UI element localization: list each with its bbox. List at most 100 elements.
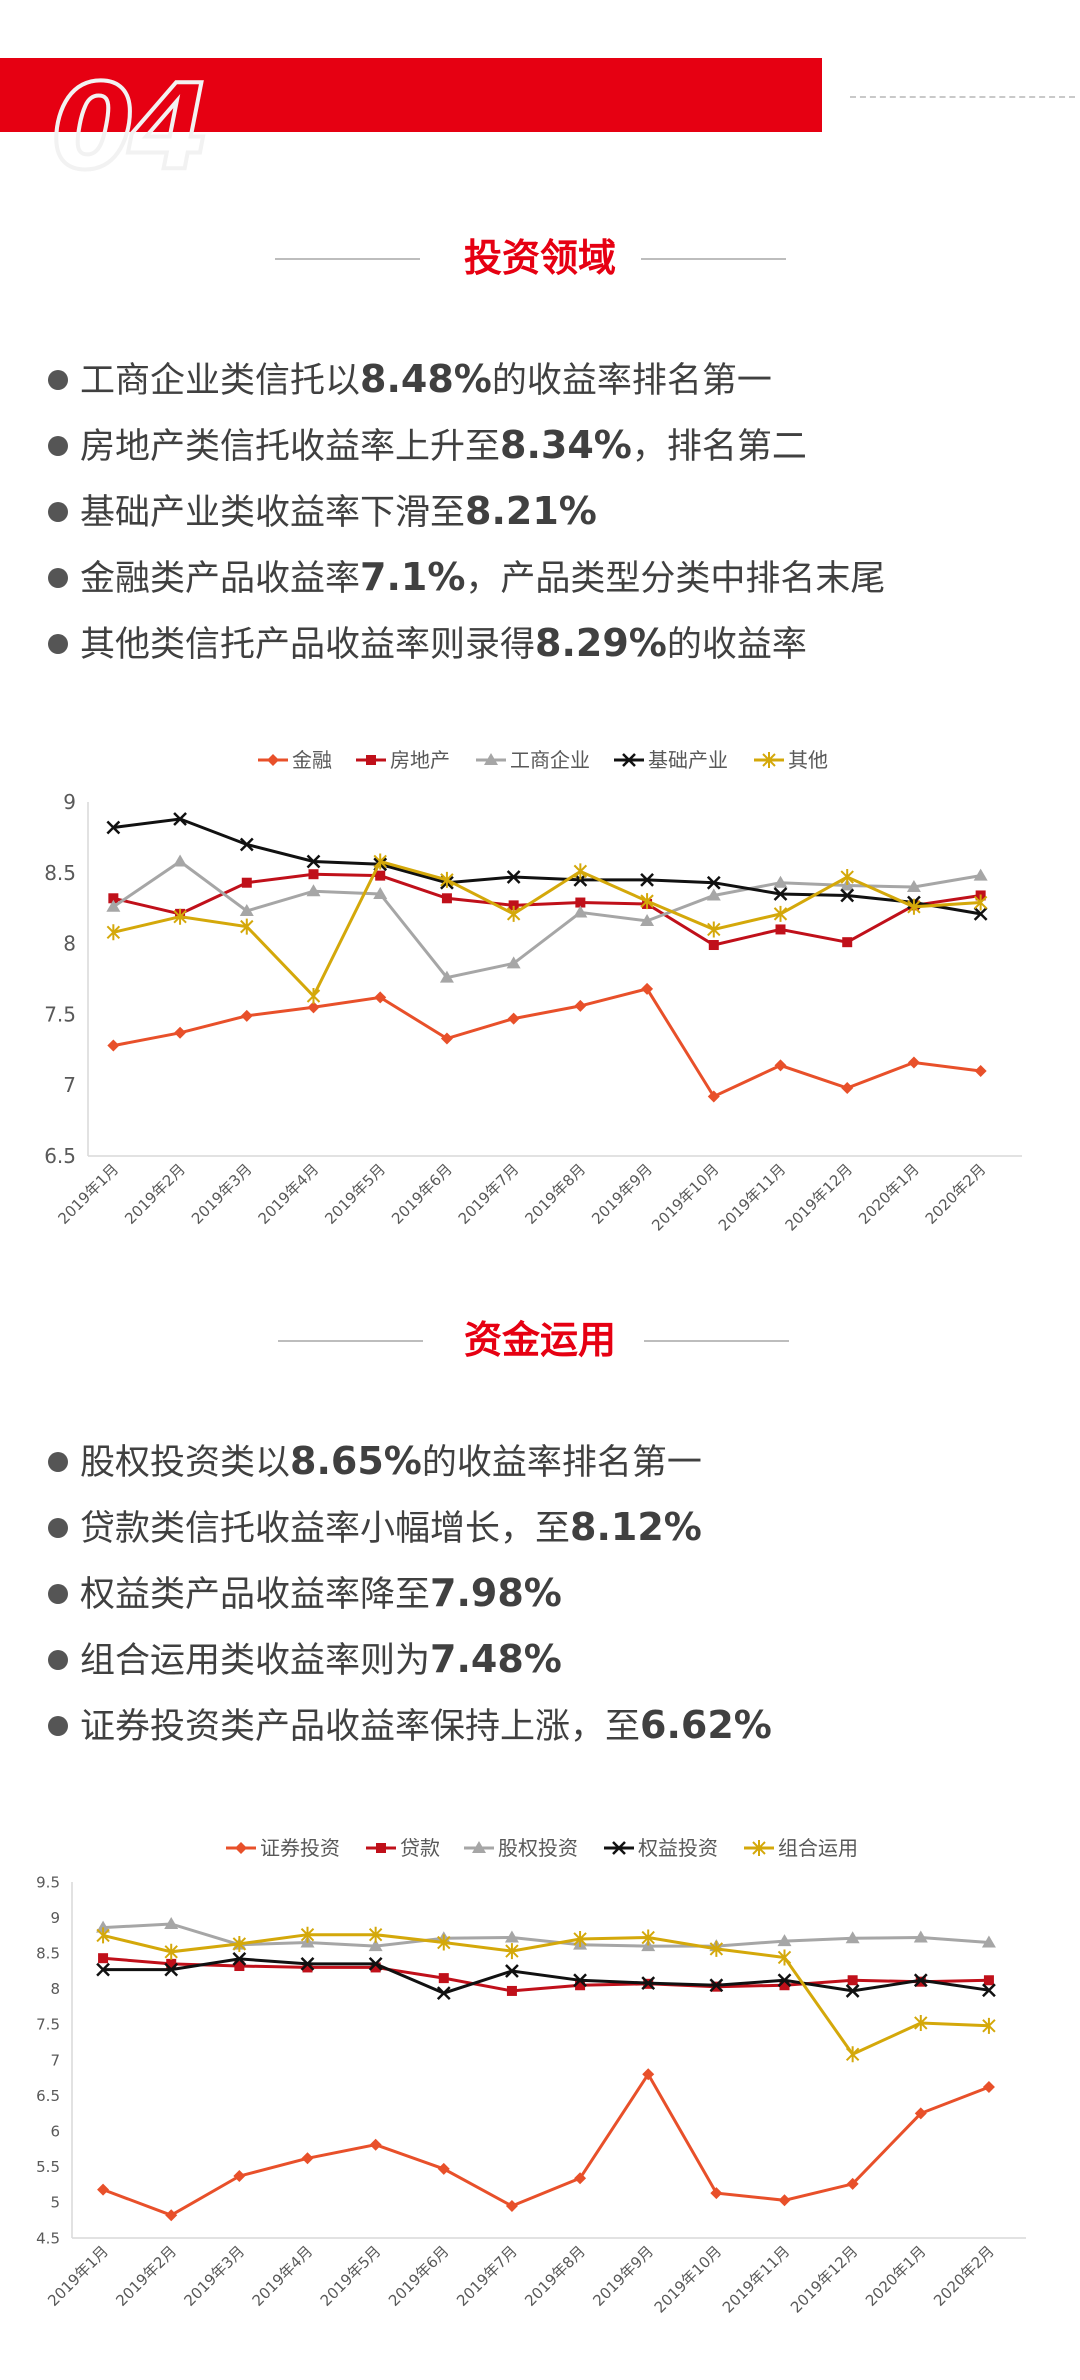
y-tick-label: 6.5: [44, 1144, 76, 1168]
data-point-marker: [438, 1973, 449, 1984]
x-tick-label: 2019年9月: [588, 1160, 656, 1228]
x-tick-label: 2019年10月: [648, 1160, 722, 1234]
chart-legend: 金融 房地产 工商企业 基础产业 其他: [258, 748, 828, 772]
heading-rule-left: [275, 258, 420, 260]
data-point-marker: [97, 2183, 110, 2196]
data-point-marker: [308, 869, 319, 880]
series-5: [106, 853, 988, 1004]
y-axis-ticks: 4.5 5 5.5 6 6.5 7 7.5 8 8.5 9 9.5: [36, 1873, 60, 2247]
bullet-text: 工商企业类信托以: [80, 361, 361, 401]
data-point-marker: [106, 924, 121, 941]
legend-item: 房地产: [356, 748, 450, 772]
bullet-highlight-value: 7.98%: [430, 1571, 562, 1615]
data-point-marker: [840, 888, 855, 903]
bullet-item: 股权投资类以8.65%的收益率排名第一: [46, 1428, 772, 1494]
data-point-marker: [174, 1026, 187, 1039]
series-line: [103, 1957, 990, 1995]
data-point-marker: [907, 1056, 920, 1069]
x-tick-label: 2019年7月: [455, 1160, 523, 1228]
data-point-marker: [982, 2017, 996, 2034]
data-point-marker: [437, 2162, 450, 2175]
x-tick-label: 2019年3月: [181, 2242, 249, 2310]
bullet-dot: [48, 502, 68, 522]
data-point-marker: [709, 1978, 724, 1993]
bullet-text: 基础产业类收益率下滑至: [80, 493, 466, 533]
bullet-item: 金融类产品收益率7.1%，产品类型分类中排名末尾: [46, 544, 885, 610]
bullet-list-investment: 工商企业类信托以8.48%的收益率排名第一 房地产类信托收益率上升至8.34%，排…: [46, 346, 885, 676]
data-point-marker: [306, 987, 321, 1004]
data-point-marker: [164, 1943, 178, 1960]
bullet-highlight-value: 8.29%: [535, 621, 667, 665]
series-line: [113, 872, 981, 947]
data-point-marker: [106, 820, 121, 835]
data-point-marker: [612, 1841, 626, 1855]
bullet-dot: [48, 634, 68, 654]
data-point-marker: [164, 1917, 179, 1930]
data-point-marker: [368, 1926, 383, 1943]
x-tick-label: 2019年2月: [121, 1160, 189, 1228]
page-title: 信托收益率: [212, 130, 452, 184]
data-point-marker: [845, 1931, 860, 1944]
data-point-marker: [165, 2209, 178, 2222]
x-tick-label: 2019年2月: [112, 2242, 180, 2310]
data-point-marker: [508, 900, 519, 911]
data-point-marker: [641, 982, 654, 995]
legend-item: 工商企业: [476, 748, 590, 772]
heading-rule-left: [278, 1340, 423, 1342]
bullet-dot: [48, 436, 68, 456]
x-tick-label: 2020年2月: [930, 2242, 998, 2310]
data-point-marker: [707, 921, 721, 938]
bullet-highlight-value: 8.34%: [500, 423, 632, 467]
data-point-marker: [96, 1927, 110, 1944]
title-banner: 04 信托收益率: [0, 58, 822, 188]
bullet-item: 基础产业类收益率下滑至8.21%: [46, 478, 885, 544]
data-point-marker: [437, 1934, 451, 1951]
bullet-highlight-value: 8.48%: [360, 357, 492, 401]
data-point-marker: [706, 875, 721, 890]
data-point-marker: [376, 1843, 386, 1853]
data-point-marker: [913, 1973, 928, 1988]
data-point-marker: [914, 2014, 928, 2031]
data-point-marker: [777, 1973, 792, 1988]
data-point-marker: [913, 1930, 928, 1943]
x-tick-label: 2019年3月: [188, 1160, 256, 1228]
x-tick-label: 2019年5月: [317, 2242, 385, 2310]
data-point-marker: [96, 1920, 111, 1933]
data-point-marker: [240, 918, 254, 935]
x-axis-labels: 2019年1月 2019年2月 2019年3月 2019年4月 2019年5月 2019年…: [44, 2242, 998, 2316]
data-point-marker: [575, 1980, 586, 1991]
data-point-marker: [706, 888, 721, 901]
y-tick-label: 7: [50, 2051, 60, 2069]
data-point-marker: [239, 837, 254, 852]
bullet-dot: [48, 1452, 68, 1472]
data-point-marker: [762, 752, 776, 768]
data-point-marker: [707, 1090, 720, 1103]
chart-legend: 证券投资 贷款 股权投资 权益投资 组合运用: [226, 1836, 858, 1860]
data-point-marker: [574, 999, 587, 1012]
bullet-text: 组合运用类收益率则为: [80, 1641, 431, 1681]
series-1: [97, 2068, 995, 2222]
y-tick-label: 5.5: [36, 2158, 60, 2176]
data-point-marker: [439, 970, 454, 983]
y-tick-label: 4.5: [36, 2229, 60, 2247]
series-3: [106, 854, 988, 983]
legend-label: 基础产业: [648, 748, 728, 772]
data-point-marker: [973, 894, 988, 911]
data-point-marker: [777, 1934, 792, 1947]
x-tick-label: 2019年9月: [589, 2242, 657, 2310]
data-point-marker: [505, 1964, 519, 1978]
data-point-marker: [235, 1842, 247, 1854]
bullet-text: 权益类产品收益率降至: [80, 1575, 431, 1615]
data-point-marker: [752, 1840, 766, 1856]
data-point-marker: [96, 1962, 110, 1977]
data-point-marker: [373, 887, 388, 900]
data-point-marker: [232, 1935, 247, 1952]
bullet-dot: [48, 568, 68, 588]
legend-label: 其他: [788, 748, 828, 772]
bullet-item: 证券投资类产品收益率保持上涨，至6.62%: [46, 1692, 772, 1758]
data-point-marker: [506, 905, 521, 922]
y-tick-label: 7.5: [44, 1002, 76, 1026]
y-tick-label: 9.5: [36, 1873, 60, 1891]
data-point-marker: [845, 1984, 860, 1998]
bullet-highlight-value: 8.12%: [570, 1505, 702, 1549]
